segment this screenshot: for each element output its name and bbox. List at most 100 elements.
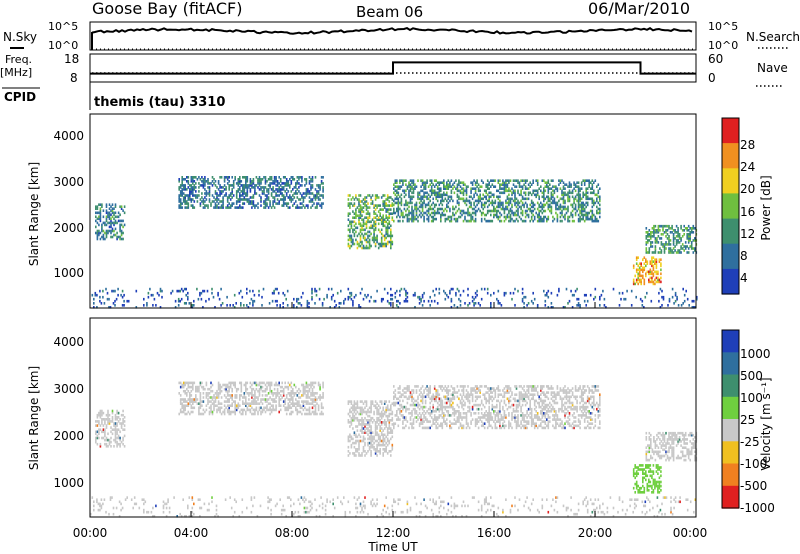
power-cell bbox=[417, 219, 419, 223]
velocity-cell bbox=[258, 383, 261, 387]
power-cell bbox=[147, 291, 150, 295]
power-cell bbox=[423, 181, 425, 184]
power-cell bbox=[273, 196, 276, 199]
velocity-cell bbox=[313, 398, 315, 401]
power-cell bbox=[640, 278, 642, 282]
power-cell bbox=[386, 299, 389, 303]
power-cell bbox=[260, 196, 262, 199]
power-cell bbox=[254, 190, 256, 193]
power-cell bbox=[397, 187, 400, 190]
power-cell bbox=[456, 183, 459, 186]
velocity-cell bbox=[272, 406, 274, 410]
power-cell bbox=[596, 217, 598, 221]
power-cell bbox=[310, 200, 312, 203]
power-cell bbox=[287, 190, 290, 193]
power-cell bbox=[314, 176, 317, 179]
velocity-cell bbox=[356, 404, 359, 407]
velocity-cell bbox=[400, 410, 403, 413]
velocity-cell bbox=[304, 400, 306, 403]
power-cell bbox=[432, 219, 434, 223]
power-cell bbox=[222, 186, 224, 189]
power-cell bbox=[234, 206, 236, 209]
power-cell bbox=[362, 244, 365, 248]
power-cell bbox=[406, 217, 409, 221]
power-cell bbox=[217, 202, 220, 205]
velocity-cell bbox=[205, 396, 208, 399]
velocity-cell bbox=[388, 412, 391, 416]
power-cell bbox=[201, 200, 203, 203]
power-cell bbox=[408, 209, 410, 213]
power-cell bbox=[347, 242, 350, 246]
velocity-cell bbox=[391, 423, 394, 426]
power-cell bbox=[321, 304, 324, 307]
power-cell bbox=[364, 204, 366, 207]
power-cell bbox=[217, 291, 219, 295]
power-cell bbox=[380, 208, 383, 211]
power-cell bbox=[453, 191, 456, 195]
power-cell bbox=[567, 207, 569, 211]
freq-panel-frame bbox=[89, 53, 697, 83]
power-cell bbox=[503, 291, 506, 295]
power-cell bbox=[458, 197, 460, 201]
power-cell bbox=[207, 204, 209, 207]
power-cell bbox=[356, 234, 359, 238]
velocity-cell bbox=[382, 435, 384, 439]
power-cell bbox=[177, 297, 180, 301]
power-cell bbox=[388, 240, 391, 244]
velocity-cell bbox=[379, 435, 381, 439]
power-cell bbox=[618, 304, 621, 307]
power-cell bbox=[547, 181, 550, 184]
power-cell bbox=[202, 184, 205, 187]
velocity-cell bbox=[251, 383, 253, 387]
power-cell bbox=[546, 217, 548, 221]
power-cell bbox=[556, 207, 559, 211]
velocity-cell bbox=[181, 385, 183, 389]
velocity-cell bbox=[403, 416, 406, 419]
velocity-cell bbox=[317, 383, 320, 387]
velocity-cell bbox=[296, 408, 299, 412]
power-cell bbox=[105, 223, 108, 227]
velocity-cell bbox=[352, 404, 354, 407]
power-cell bbox=[520, 207, 522, 211]
power-cell bbox=[638, 266, 641, 270]
power-cell bbox=[459, 304, 462, 307]
velocity-cell bbox=[123, 434, 126, 438]
power-cell bbox=[588, 181, 590, 184]
power-cell bbox=[635, 268, 638, 272]
power-cell bbox=[596, 199, 598, 203]
velocity-cell bbox=[406, 385, 409, 388]
power-cell bbox=[383, 206, 386, 209]
velocity-cell bbox=[359, 408, 362, 412]
power-cell bbox=[666, 243, 669, 246]
velocity-cell bbox=[353, 452, 356, 455]
power-cell bbox=[191, 304, 194, 307]
power-cell bbox=[246, 194, 249, 197]
velocity-cell bbox=[304, 389, 306, 393]
power-cell bbox=[279, 198, 282, 201]
power-cell bbox=[356, 206, 359, 209]
power-cell bbox=[352, 216, 354, 219]
velocity-cell bbox=[231, 396, 233, 399]
power-cell bbox=[426, 217, 428, 221]
power-cell bbox=[179, 299, 181, 303]
power-cell bbox=[514, 185, 516, 188]
power-cell bbox=[101, 235, 103, 239]
power-cell bbox=[456, 187, 459, 190]
power-cell bbox=[263, 200, 265, 203]
velocity-cell bbox=[266, 404, 268, 407]
power-cell bbox=[512, 189, 515, 193]
velocity-cell bbox=[208, 387, 211, 391]
power-cell bbox=[273, 190, 276, 193]
power-cell bbox=[612, 287, 615, 291]
power-cell bbox=[220, 192, 223, 195]
power-cell bbox=[530, 211, 533, 215]
power-cell bbox=[514, 199, 516, 203]
power-cell bbox=[239, 178, 241, 181]
power-cell bbox=[296, 192, 299, 195]
power-cell bbox=[436, 181, 439, 184]
power-cell bbox=[452, 199, 454, 203]
power-cell bbox=[264, 206, 267, 209]
power-cell bbox=[486, 199, 489, 203]
velocity-cell bbox=[281, 396, 283, 399]
power-cell bbox=[311, 198, 314, 201]
